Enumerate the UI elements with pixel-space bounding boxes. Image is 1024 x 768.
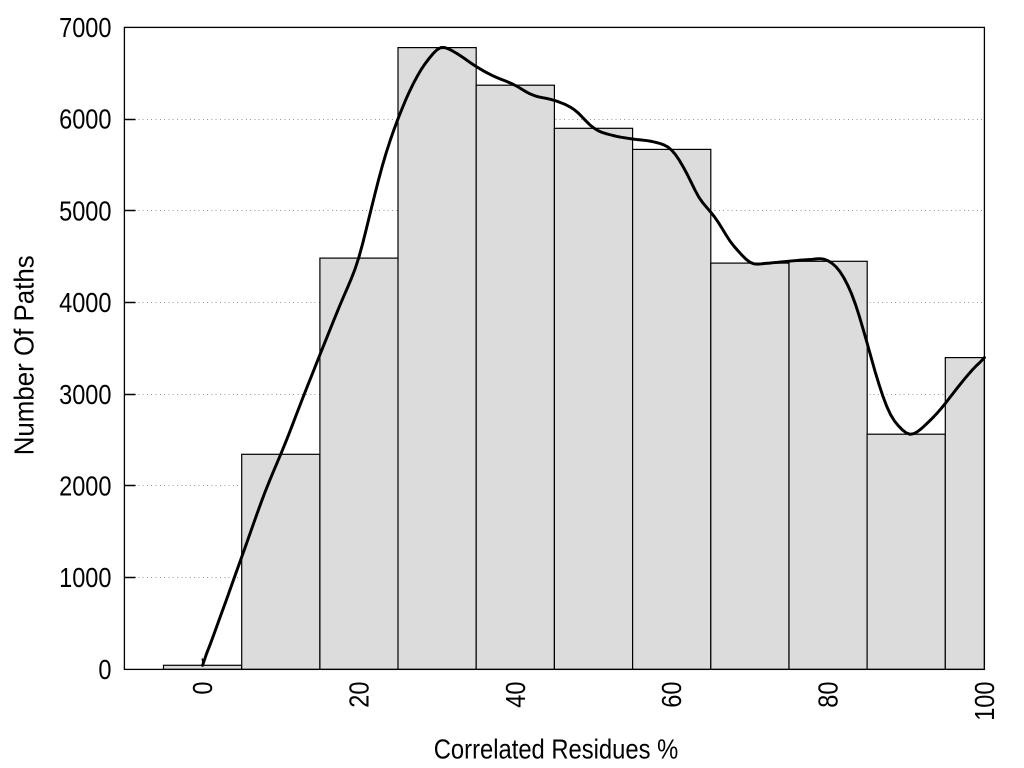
svg-text:Number Of Paths: Number Of Paths (9, 255, 40, 455)
svg-text:3000: 3000 (59, 379, 111, 410)
svg-text:2000: 2000 (59, 471, 111, 502)
svg-text:40: 40 (500, 682, 531, 708)
svg-text:100: 100 (969, 682, 1000, 721)
svg-text:4000: 4000 (59, 287, 111, 318)
svg-text:7000: 7000 (59, 12, 111, 43)
svg-text:20: 20 (344, 682, 375, 708)
svg-text:0: 0 (187, 682, 218, 695)
svg-text:Correlated Residues %: Correlated Residues % (434, 733, 679, 764)
svg-text:80: 80 (813, 682, 844, 708)
svg-text:1000: 1000 (59, 562, 111, 593)
svg-text:6000: 6000 (59, 104, 111, 135)
svg-text:60: 60 (656, 682, 687, 708)
svg-text:0: 0 (98, 654, 111, 685)
svg-text:5000: 5000 (59, 195, 111, 226)
